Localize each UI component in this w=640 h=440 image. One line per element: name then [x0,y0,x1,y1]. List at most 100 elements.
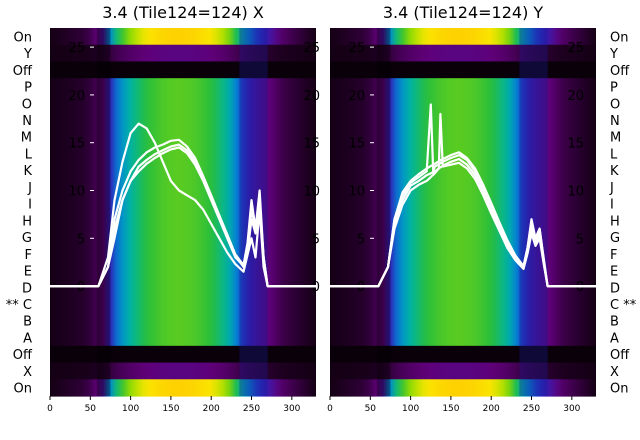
row-label: N [610,114,620,129]
heatmap-row [330,111,596,129]
heatmap-row [330,379,596,397]
heatmap-row [330,312,596,330]
y-tick-label: 20 [68,89,85,104]
row-label: I [28,198,32,213]
row-label: On [14,382,32,397]
heatmap-row [330,128,596,146]
x-tick-label: 300 [283,404,300,414]
heatmap-row [50,329,316,347]
y-tick-label: 15 [348,137,365,152]
heatmap-row [50,94,316,113]
y-tick-label: 20 [567,89,584,104]
x-tick-label: 100 [402,404,419,414]
row-label: On [610,30,628,45]
heatmap-band [519,28,548,396]
row-label: Y [23,47,32,62]
heatmap-row [50,262,316,280]
y-tick-label: 0 [77,280,85,295]
heatmap-row [330,245,596,263]
heatmap-row [50,245,316,263]
row-label: ** C [6,298,32,313]
heatmap [50,28,316,397]
row-label: L [25,148,33,163]
row-label: O [22,97,32,112]
row-label: Off [610,64,630,79]
heatmap-row [50,212,316,230]
heatmap-row [330,195,596,213]
series-line [330,112,596,288]
row-label: N [22,114,32,129]
y-tick-label: 15 [567,137,584,152]
y-tick-label: 20 [303,89,320,104]
heatmap-row [330,295,596,313]
row-label: X [610,365,619,380]
y-tick-label: 5 [576,232,584,247]
row-label: H [22,214,32,229]
overlay-y-ticks: 0 0 5 5 10 10 15 15 20 20 25 25 [68,41,320,295]
row-label: M [610,131,621,146]
row-label: P [24,81,32,96]
overlay-y-ticks: 0 0 5 5 10 10 15 15 20 20 25 25 [348,41,584,295]
x-ticks: 0 50 100 150 200 250 300 [327,396,581,414]
x-tick-label: 300 [563,404,580,414]
heatmap-row [330,178,596,196]
heatmap-row [330,262,596,280]
y-tick-label: 0 [576,280,584,295]
panel-y: 0 0 5 5 10 10 15 15 20 20 25 25 On Y Off PONMLKJIHGFEDC… [327,3,637,414]
y-tick-label: 25 [303,41,320,56]
row-label: A [23,332,32,347]
y-tick-label: 0 [312,280,320,295]
y-tick-label: 10 [303,184,320,199]
y-tick-label: 25 [348,41,365,56]
row-label: A [610,332,619,347]
x-tick-label: 150 [442,404,459,414]
heatmap-row [50,128,316,146]
row-label: Off [13,64,33,79]
row-label: On [14,30,32,45]
series-line [330,151,596,288]
heatmap-row [50,312,316,330]
x-tick-label: 50 [85,404,97,414]
row-label: On [610,382,628,397]
x-tick-label: 100 [122,404,139,414]
x-tick-label: 200 [203,404,220,414]
heatmap-row [330,94,596,113]
panel-title: 3.4 (Tile124=124) Y [383,3,544,22]
y-tick-label: 5 [357,232,365,247]
heatmap-row [50,345,316,364]
series-line [50,138,316,288]
x-tick-label: 250 [523,404,540,414]
row-label: Off [610,348,630,363]
heatmap-row [330,145,596,163]
row-label: G [22,231,32,246]
y-tick-label: 15 [68,137,85,152]
row-label: O [610,97,620,112]
heatmap-row [50,278,316,297]
series-line [50,146,316,288]
heatmap-row [50,78,316,96]
heatmap-row [330,228,596,247]
heatmap-row [50,28,316,46]
y-tick-label: 5 [77,232,85,247]
heatmap-row [330,362,596,380]
y-tick-label: 10 [68,184,85,199]
y-tick-label: 15 [303,137,320,152]
heatmap-row [50,111,316,129]
panel-title: 3.4 (Tile124=124) X [102,3,264,22]
row-label: E [610,265,618,280]
row-label: K [610,164,619,179]
x-ticks: 0 50 100 150 200 250 300 [47,396,301,414]
x-tick-label: 50 [365,404,377,414]
y-tick-label: 25 [68,41,85,56]
heatmap-row [50,379,316,397]
row-label: J [609,181,614,196]
row-label: K [23,164,32,179]
heatmap-row [50,145,316,163]
y-tick-label: 10 [567,184,584,199]
y-tick-label: 25 [567,41,584,56]
x-tick-label: 150 [162,404,179,414]
y-tick-label: 0 [357,280,365,295]
heatmap-row [330,28,596,46]
